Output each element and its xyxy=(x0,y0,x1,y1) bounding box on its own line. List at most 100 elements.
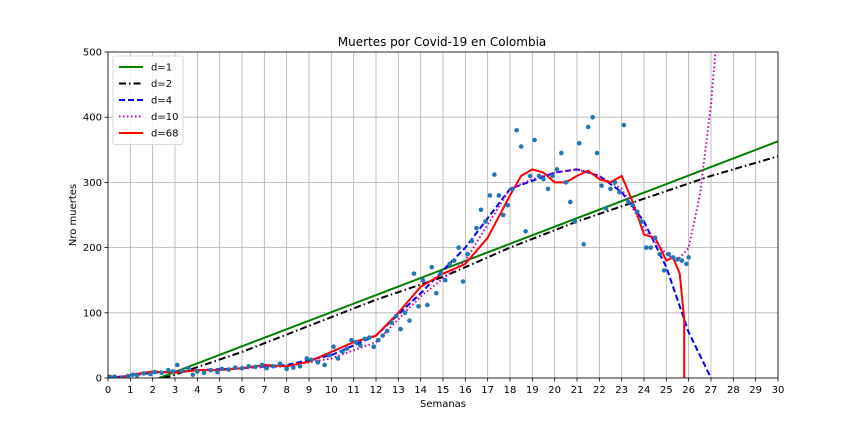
data-point xyxy=(585,124,591,130)
chart-title: Muertes por Covid-19 en Colombia xyxy=(338,35,547,49)
x-tick-label: 15 xyxy=(437,385,450,396)
data-point xyxy=(195,369,200,374)
y-tick-label: 200 xyxy=(83,243,102,254)
data-point xyxy=(447,261,453,267)
x-tick-label: 5 xyxy=(216,385,222,396)
data-point xyxy=(239,365,245,371)
x-tick-label: 7 xyxy=(261,385,267,396)
data-point xyxy=(389,320,394,325)
data-point xyxy=(626,199,631,205)
data-point xyxy=(420,277,426,283)
data-point xyxy=(308,357,314,363)
x-tick-label: 14 xyxy=(414,385,427,396)
data-point xyxy=(612,180,618,185)
data-point xyxy=(134,373,140,378)
data-point xyxy=(358,343,363,348)
data-point xyxy=(326,352,332,358)
x-tick-label: 16 xyxy=(459,385,472,396)
data-point xyxy=(402,310,408,316)
data-point xyxy=(201,370,207,376)
data-point xyxy=(166,367,171,373)
data-point xyxy=(501,212,506,218)
x-tick-label: 18 xyxy=(504,385,517,396)
data-point xyxy=(119,375,124,378)
x-axis-label: Semanas xyxy=(420,399,466,410)
data-point xyxy=(657,251,662,257)
x-tick-label: 28 xyxy=(727,385,740,396)
legend-entry: d=2 xyxy=(151,79,172,90)
data-point xyxy=(635,209,640,215)
data-point xyxy=(686,255,691,260)
x-tick-label: 8 xyxy=(283,385,289,396)
data-point xyxy=(679,258,685,263)
data-point xyxy=(576,140,582,146)
series-line-d10 xyxy=(108,52,717,378)
data-point xyxy=(170,369,176,374)
data-point xyxy=(322,362,327,368)
data-point xyxy=(469,238,475,244)
data-point xyxy=(456,245,461,250)
data-point xyxy=(130,372,135,378)
data-point xyxy=(253,364,258,370)
data-point xyxy=(545,186,551,192)
data-point xyxy=(666,251,671,257)
x-tick-label: 30 xyxy=(772,385,785,396)
data-point xyxy=(174,362,180,368)
x-tick-label: 27 xyxy=(705,385,718,396)
data-point xyxy=(398,326,403,332)
data-point xyxy=(514,127,519,133)
data-point xyxy=(572,219,578,224)
data-point xyxy=(349,337,354,343)
data-point xyxy=(375,337,381,343)
data-point xyxy=(297,363,303,369)
data-point xyxy=(438,271,444,276)
legend-entry: d=10 xyxy=(151,112,178,123)
data-point xyxy=(492,172,497,177)
x-tick-label: 6 xyxy=(239,385,245,396)
legend-entry: d=1 xyxy=(151,63,172,74)
data-point xyxy=(483,219,488,224)
y-tick-label: 500 xyxy=(83,48,102,59)
data-point xyxy=(581,242,586,247)
x-tick-label: 29 xyxy=(749,385,762,396)
data-point xyxy=(335,356,341,361)
data-point xyxy=(527,173,533,179)
y-tick-label: 0 xyxy=(96,374,102,385)
data-point xyxy=(442,277,448,283)
x-tick-label: 21 xyxy=(571,385,584,396)
x-tick-label: 19 xyxy=(526,385,539,396)
data-point xyxy=(108,375,113,378)
data-point xyxy=(523,229,528,234)
x-tick-label: 23 xyxy=(615,385,628,396)
data-point xyxy=(208,367,214,373)
data-point xyxy=(599,183,604,188)
data-point xyxy=(215,369,220,375)
data-point xyxy=(284,366,289,372)
data-point xyxy=(465,251,470,257)
y-tick-label: 400 xyxy=(83,113,102,124)
data-point xyxy=(603,206,609,211)
data-point xyxy=(643,245,649,250)
data-point xyxy=(429,264,435,270)
data-point xyxy=(630,202,636,208)
legend: d=1 d=2 d=4 d=10 d=68 xyxy=(112,55,184,145)
data-point xyxy=(518,144,524,149)
data-point xyxy=(186,365,191,371)
data-point xyxy=(541,176,546,182)
data-point xyxy=(670,255,676,260)
data-point xyxy=(226,367,231,372)
data-point xyxy=(152,369,158,375)
data-point xyxy=(536,173,542,179)
series-line-d1 xyxy=(156,140,778,378)
x-tick-label: 25 xyxy=(660,385,673,396)
data-point xyxy=(568,199,573,205)
y-tick-label: 300 xyxy=(83,178,102,189)
data-point xyxy=(371,344,377,350)
data-point xyxy=(594,150,600,156)
x-tick-label: 3 xyxy=(172,385,178,396)
data-point xyxy=(675,257,680,262)
data-point xyxy=(331,344,336,350)
data-point xyxy=(291,365,296,370)
data-point xyxy=(652,235,658,241)
data-point xyxy=(661,268,667,273)
